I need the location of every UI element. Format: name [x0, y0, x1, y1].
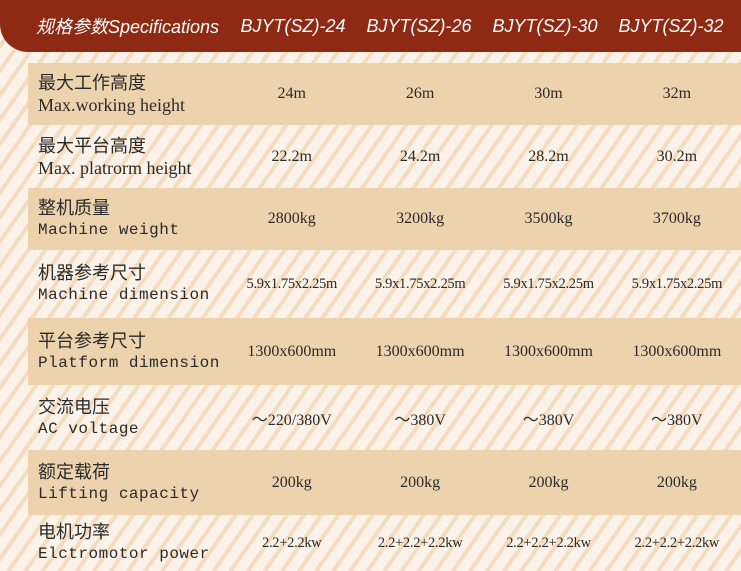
spec-value: 1300x600mm — [375, 342, 465, 360]
spec-value: 30.2m — [656, 147, 698, 165]
row-label: 最大工作高度 Max.working height — [28, 72, 228, 116]
row-label: 平台参考尺寸 Platform dimension — [28, 330, 228, 374]
spec-row: 机器参考尺寸 Machine dimension 5.9x1.75x2.25m 5.9… — [28, 250, 741, 318]
spec-row: 最大工作高度 Max.working height 24m 26m 30m 32m — [28, 63, 741, 125]
label-en: Elctromotor power — [38, 545, 210, 563]
label-en: Machine weight — [38, 221, 180, 239]
spec-row: 交流电压 AC voltage ～220/380V ～380V ～380V ～380V — [28, 385, 741, 450]
spec-value: 5.9x1.75x2.25m — [374, 275, 466, 292]
spec-title: 规格参数Specifications — [36, 17, 220, 37]
spec-row: 平台参考尺寸 Platform dimension 1300x600mm 1300x6… — [28, 318, 741, 385]
spec-value: 1300x600mm — [504, 342, 593, 360]
model-header: BJYT(SZ)-24 — [240, 15, 346, 36]
spec-row: 电机功率 Elctromotor power 2.2+2.2kw 2.2+2.2+2.… — [28, 515, 741, 571]
spec-value: 3200kg — [396, 210, 445, 227]
spec-value: ～220/380V — [251, 411, 332, 429]
model-header: BJYT(SZ)-32 — [618, 15, 724, 36]
label-cn: 交流电压 — [38, 396, 110, 417]
row-label: 最大平台高度 Max. platrorm height — [28, 135, 228, 179]
model-header: BJYT(SZ)-26 — [366, 15, 472, 36]
label-cn: 机器参考尺寸 — [38, 263, 146, 283]
label-cn: 最大平台高度 — [38, 135, 146, 156]
row-label: 机器参考尺寸 Machine dimension — [28, 262, 228, 306]
label-cn: 电机功率 — [38, 522, 110, 542]
spec-value: 5.9x1.75x2.25m — [503, 275, 594, 292]
spec-value: 24.2m — [399, 147, 441, 165]
label-en: Machine dimension — [38, 286, 210, 304]
label-cn: 整机质量 — [38, 198, 110, 218]
spec-value: ～380V — [651, 411, 703, 429]
label-cn: 平台参考尺寸 — [38, 330, 146, 351]
spec-value: 26m — [405, 85, 435, 102]
spec-value: 2.2+2.2kw — [262, 534, 322, 551]
spec-value: 5.9x1.75x2.25m — [246, 275, 338, 292]
spec-value: 200kg — [400, 473, 441, 491]
spec-value: 1300x600mm — [632, 342, 722, 360]
label-cn: 额定载荷 — [38, 461, 110, 482]
spec-value: 3700kg — [652, 210, 701, 227]
spec-value: 32m — [662, 85, 692, 102]
label-cn: 最大工作高度 — [38, 73, 146, 93]
spec-value: ～380V — [394, 411, 446, 429]
label-en: AC voltage — [38, 419, 140, 438]
spec-value: 30m — [534, 85, 563, 102]
label-en: Lifting capacity — [38, 484, 200, 503]
spec-value: 2800kg — [267, 210, 316, 227]
spec-value: 28.2m — [528, 147, 569, 165]
row-label: 电机功率 Elctromotor power — [28, 521, 228, 565]
label-en: Platform dimension — [38, 353, 220, 372]
model-header: BJYT(SZ)-30 — [492, 15, 598, 36]
row-label: 整机质量 Machine weight — [28, 197, 228, 241]
spec-value: 3500kg — [524, 210, 573, 227]
spec-value: 200kg — [656, 473, 697, 491]
row-label: 额定载荷 Lifting capacity — [28, 461, 228, 505]
spec-value: ～380V — [522, 411, 575, 429]
spec-value: 22.2m — [271, 147, 312, 165]
spec-value: 1300x600mm — [247, 342, 337, 360]
label-en: Max.working height — [38, 95, 185, 115]
spec-value: 200kg — [528, 473, 569, 491]
spec-value: 5.9x1.75x2.25m — [631, 275, 723, 292]
spec-row: 额定载荷 Lifting capacity 200kg 200kg 200kg 200kg — [28, 450, 741, 515]
spec-value: 2.2+2.2+2.2kw — [506, 534, 591, 551]
label-en: Max. platrorm height — [38, 157, 192, 178]
spec-row: 最大平台高度 Max. platrorm height 22.2m 24.2m 28.2… — [28, 125, 741, 188]
row-label: 交流电压 AC voltage — [28, 396, 228, 440]
spec-value: 24m — [277, 85, 306, 102]
spec-header: 规格参数Specifications BJYT(SZ)-24 BJYT(SZ)-… — [0, 0, 741, 52]
spec-row: 整机质量 Machine weight 2800kg 3200kg 3500kg 3700… — [28, 188, 741, 250]
spec-value: 2.2+2.2+2.2kw — [634, 534, 720, 551]
spec-value: 2.2+2.2+2.2kw — [377, 534, 463, 551]
spec-value: 200kg — [271, 473, 312, 491]
